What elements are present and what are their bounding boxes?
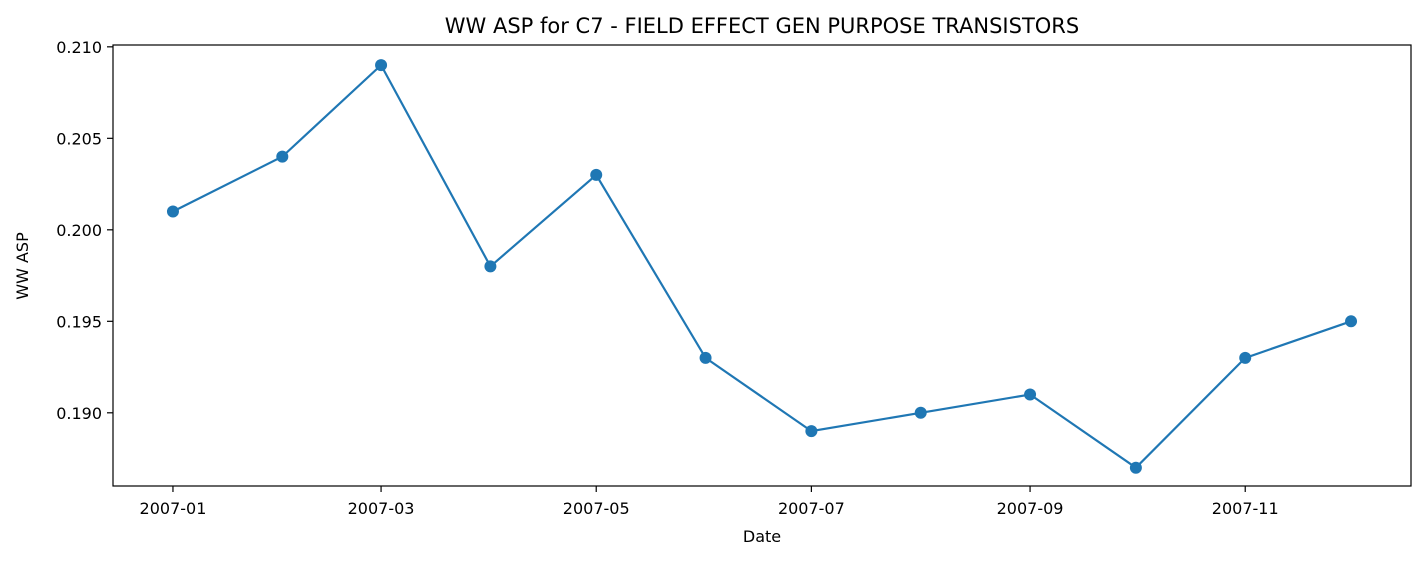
y-tick-label: 0.200 [56,221,102,240]
series-line [172,63,1352,470]
y-axis-ticks: 0.190 0.195 0.200 0.205 0.210 [56,38,113,423]
y-tick-label: 0.205 [56,129,102,148]
data-point [166,205,179,218]
y-tick-label: 0.210 [56,38,102,57]
x-tick-label: 2007-05 [563,499,630,518]
data-point [1129,461,1142,474]
x-axis-ticks: 2007-01 2007-03 2007-05 2007-07 2007-09 2007-… [140,486,1279,518]
data-point [375,59,388,72]
x-tick-label: 2007-11 [1212,499,1279,518]
x-tick-label: 2007-07 [778,499,845,518]
x-axis-label: Date [743,527,781,546]
y-axis-label: WW ASP [13,232,32,300]
x-tick-label: 2007-01 [140,499,207,518]
data-point [1345,315,1358,328]
data-point [1239,351,1252,364]
y-tick-label: 0.195 [56,312,102,331]
data-point [1024,388,1037,401]
data-point [805,425,818,438]
x-tick-label: 2007-09 [997,499,1064,518]
data-point [590,168,603,181]
chart-title: WW ASP for C7 - FIELD EFFECT GEN PURPOSE… [445,14,1079,38]
x-tick-label: 2007-03 [348,499,415,518]
plot-series [166,59,1358,474]
data-point [276,150,289,163]
data-point [699,351,712,364]
data-point [484,260,497,273]
data-point [914,406,927,419]
y-tick-label: 0.190 [56,404,102,423]
plot-frame [112,44,1412,487]
